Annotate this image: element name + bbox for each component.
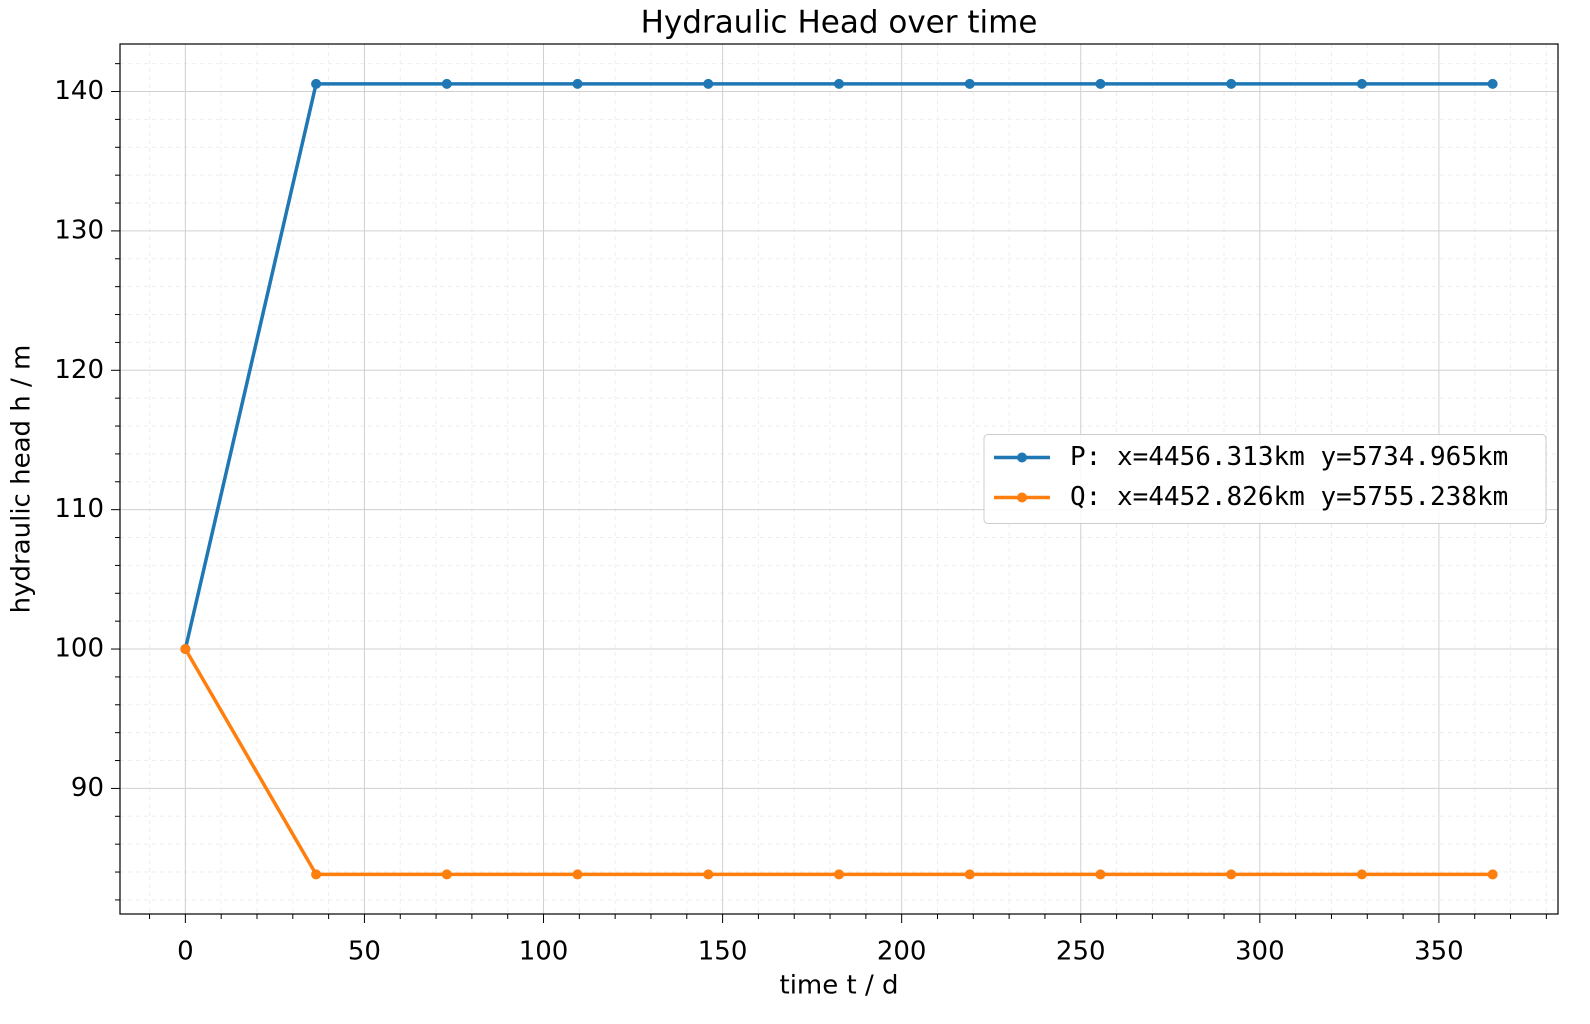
y-axis-label: hydraulic head h / m	[7, 345, 37, 614]
y-tick-label: 100	[54, 634, 104, 664]
point	[1356, 869, 1367, 880]
series-line	[183, 648, 1493, 877]
plot-frame	[119, 43, 1559, 915]
point	[441, 869, 452, 880]
series-line	[183, 82, 1493, 650]
point	[1487, 869, 1498, 880]
point	[834, 78, 844, 89]
y-tick-label: 140	[54, 76, 104, 106]
point	[1095, 869, 1106, 880]
legend-text: Q: x=4452.826km y=5755.238km	[1070, 482, 1508, 512]
y-tick-label: 120	[54, 355, 104, 385]
point	[311, 78, 322, 89]
x-tick-label: 100	[519, 937, 569, 967]
point	[964, 78, 975, 89]
y-tick-label: 110	[54, 494, 104, 524]
x-tick-label: 350	[1414, 937, 1464, 967]
y-tick-label: 130	[54, 215, 104, 245]
legend-marker	[1017, 492, 1027, 503]
x-tick-label: 150	[698, 937, 748, 967]
legend-box	[983, 434, 1547, 524]
point	[1356, 78, 1367, 89]
x-tick-label: 200	[877, 937, 927, 967]
point	[1487, 78, 1498, 89]
point	[1226, 78, 1237, 89]
point	[311, 869, 322, 880]
x-tick-label: 0	[177, 937, 194, 967]
legend-marker	[1017, 452, 1027, 463]
legend-text: P: x=4456.313km y=5734.965km	[1070, 442, 1508, 472]
x-tick-label: 250	[1056, 937, 1106, 967]
x-tick-label: 300	[1235, 937, 1285, 967]
point	[703, 869, 714, 880]
x-tick-label: 50	[348, 937, 381, 967]
point	[703, 78, 714, 89]
point	[1095, 78, 1106, 89]
point	[964, 869, 975, 880]
point	[180, 644, 191, 655]
y-tick-label: 90	[71, 773, 104, 803]
point	[834, 869, 844, 880]
point	[572, 869, 583, 880]
point	[441, 78, 452, 89]
chart-title: Hydraulic Head over time	[641, 5, 1038, 41]
x-axis-label: time t / d	[780, 971, 899, 1001]
point	[572, 78, 583, 89]
point	[1226, 869, 1237, 880]
